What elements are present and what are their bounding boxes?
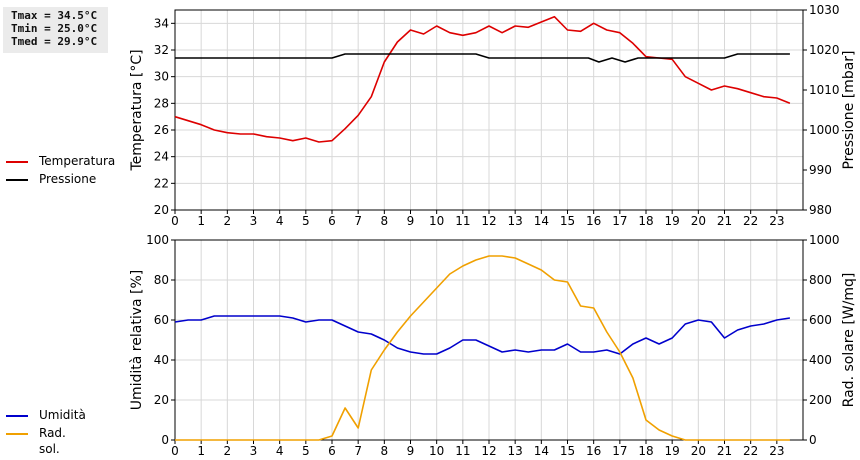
x-tick-label: 22 (743, 444, 758, 458)
x-tick-label: 8 (381, 444, 389, 458)
x-tick-label: 15 (560, 444, 575, 458)
x-tick-label: 12 (481, 444, 496, 458)
x-tick-label: 1 (197, 444, 205, 458)
y-tick-label: 20 (154, 393, 169, 407)
legend-label: Temperatura (39, 154, 116, 168)
x-tick-label: 18 (638, 444, 653, 458)
y2-axis-title: Rad. solare [W/mq] (841, 273, 857, 408)
series-line-temperatura (174, 15, 791, 143)
x-tick-label: 8 (381, 214, 389, 228)
y-tick-label: 100 (146, 233, 169, 247)
y2-tick-label: 980 (809, 203, 832, 217)
x-tick-label: 19 (665, 214, 680, 228)
x-tick-label: 23 (769, 214, 784, 228)
x-tick-label: 9 (407, 214, 415, 228)
y2-tick-label: 400 (809, 353, 832, 367)
x-tick-label: 21 (717, 444, 732, 458)
x-tick-label: 19 (665, 444, 680, 458)
x-tick-label: 10 (429, 444, 444, 458)
x-tick-label: 2 (224, 444, 232, 458)
series-line-pressione (175, 53, 790, 63)
y-tick-label: 28 (154, 96, 169, 110)
legend-label: Pressione (39, 172, 97, 186)
y-axis-title: Temperatura [°C] (129, 49, 145, 171)
x-tick-label: 13 (508, 214, 523, 228)
y2-tick-label: 990 (809, 163, 832, 177)
x-tick-label: 16 (586, 444, 601, 458)
x-tick-label: 7 (354, 444, 362, 458)
y2-tick-label: 1020 (809, 43, 840, 57)
legend-swatch (6, 179, 28, 181)
x-tick-label: 6 (328, 214, 336, 228)
x-tick-label: 0 (171, 444, 179, 458)
x-tick-label: 4 (276, 444, 284, 458)
x-tick-label: 2 (224, 214, 232, 228)
chart-temp: 0 1 2 3 4 5 6 7 8 9 10 11 12 13 14 15 16 17 18 19 20 21 22 2320… (129, 3, 857, 228)
y-tick-label: 40 (154, 353, 169, 367)
x-tick-label: 14 (534, 444, 549, 458)
x-tick-label: 12 (481, 214, 496, 228)
y-tick-label: 32 (154, 43, 169, 57)
series-line-rad-sol (175, 255, 790, 441)
x-tick-label: 11 (455, 444, 470, 458)
y-tick-label: 60 (154, 313, 169, 327)
legend-label: Umidità (39, 408, 86, 422)
x-tick-label: 3 (250, 444, 258, 458)
x-tick-label: 14 (534, 214, 549, 228)
x-tick-label: 5 (302, 214, 310, 228)
y-tick-label: 34 (154, 16, 169, 30)
x-tick-label: 23 (769, 444, 784, 458)
y2-tick-label: 1010 (809, 83, 840, 97)
x-tick-label: 21 (717, 214, 732, 228)
x-tick-label: 17 (612, 444, 627, 458)
y2-tick-label: 200 (809, 393, 832, 407)
x-tick-label: 17 (612, 214, 627, 228)
stat-tmax: Tmax = 34.5°C (11, 9, 98, 22)
series-line-umidit (174, 315, 791, 355)
y-tick-label: 22 (154, 176, 169, 190)
x-tick-label: 16 (586, 214, 601, 228)
y-tick-label: 24 (154, 150, 169, 164)
x-tick-label: 4 (276, 214, 284, 228)
x-tick-label: 6 (328, 444, 336, 458)
y-tick-label: 80 (154, 273, 169, 287)
y2-tick-label: 1030 (809, 3, 840, 17)
y-tick-label: 26 (154, 123, 169, 137)
x-tick-label: 3 (250, 214, 258, 228)
y2-tick-label: 1000 (809, 233, 840, 247)
x-tick-label: 0 (171, 214, 179, 228)
x-tick-label: 7 (354, 214, 362, 228)
legend-swatch (6, 415, 28, 417)
x-tick-label: 10 (429, 214, 444, 228)
legend-swatch (6, 161, 28, 163)
x-tick-label: 22 (743, 214, 758, 228)
x-tick-label: 9 (407, 444, 415, 458)
y2-tick-label: 0 (809, 433, 817, 447)
x-tick-label: 1 (197, 214, 205, 228)
x-tick-label: 20 (691, 444, 706, 458)
y2-tick-label: 600 (809, 313, 832, 327)
y2-tick-label: 1000 (809, 123, 840, 137)
x-tick-label: 13 (508, 444, 523, 458)
x-tick-label: 11 (455, 214, 470, 228)
x-tick-label: 15 (560, 214, 575, 228)
x-tick-label: 20 (691, 214, 706, 228)
y-tick-label: 20 (154, 203, 169, 217)
x-tick-label: 18 (638, 214, 653, 228)
legend-swatch (6, 433, 28, 435)
stat-tmin: Tmin = 25.0°C (11, 22, 98, 35)
y-axis-title: Umidità relativa [%] (129, 270, 145, 411)
y-tick-label: 0 (161, 433, 169, 447)
legend-label: Rad. sol. (39, 426, 66, 456)
stats-box: Tmax = 34.5°C Tmin = 25.0°C Tmed = 29.9°… (3, 7, 108, 53)
y-tick-label: 30 (154, 70, 169, 84)
x-tick-label: 5 (302, 444, 310, 458)
stat-tmed: Tmed = 29.9°C (11, 35, 98, 48)
y2-tick-label: 800 (809, 273, 832, 287)
y2-axis-title: Pressione [mbar] (841, 50, 857, 169)
chart-hum: 0 1 2 3 4 5 6 7 8 9 10 11 12 13 14 15 16 17 18 19 20 21 22 2302… (129, 233, 857, 458)
